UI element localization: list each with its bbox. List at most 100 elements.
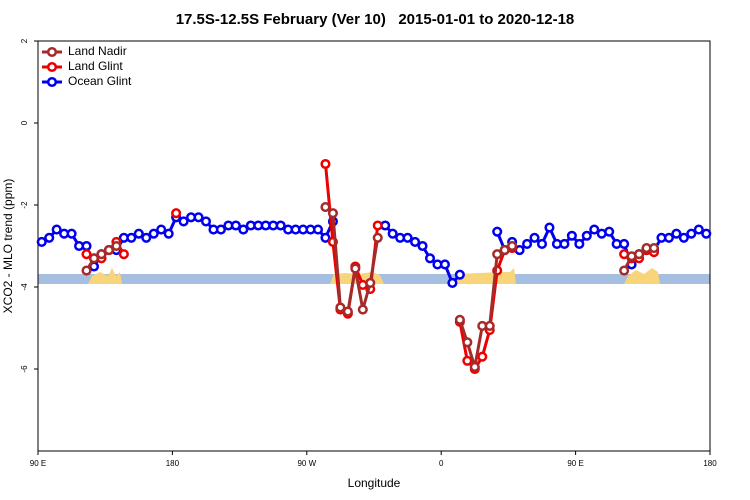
land-patch [88, 268, 122, 284]
y-tick-label: -2 [20, 201, 29, 209]
data-point [693, 224, 704, 235]
data-point [387, 228, 398, 239]
data-point [320, 202, 331, 213]
data-point [350, 263, 361, 274]
data-point [81, 265, 92, 276]
data-point [342, 306, 353, 317]
data-point [372, 232, 383, 243]
land-patch [624, 268, 660, 284]
data-point [417, 240, 428, 252]
data-point [522, 238, 533, 249]
legend-swatch-point [46, 61, 58, 73]
data-point [238, 224, 249, 235]
data-point [604, 226, 615, 237]
data-point [372, 220, 383, 231]
data-point [148, 228, 159, 239]
data-point [88, 253, 100, 264]
data-point [103, 245, 114, 256]
data-point [447, 277, 458, 288]
data-point [581, 230, 592, 241]
data-point [118, 249, 129, 260]
data-point [574, 238, 585, 249]
legend-label: Land Nadir [68, 44, 127, 58]
data-point [462, 355, 473, 366]
data-point [454, 314, 465, 325]
data-point [529, 232, 540, 243]
data-point [66, 228, 77, 239]
data-point [619, 238, 630, 249]
data-point [163, 228, 174, 239]
data-point [671, 228, 682, 239]
x-tick-label: 0 [439, 459, 444, 468]
legend-swatch-point [46, 76, 58, 88]
data-point [111, 240, 122, 252]
data-point [320, 158, 331, 170]
data-point [492, 249, 503, 260]
data-point [156, 224, 167, 235]
data-point [171, 208, 182, 219]
data-point [499, 245, 510, 256]
data-point [663, 232, 674, 243]
x-tick-label: 90 E [567, 459, 583, 468]
data-point [678, 232, 689, 243]
data-point [619, 265, 630, 276]
y-tick-label: 0 [20, 120, 29, 125]
data-point [424, 253, 436, 264]
data-point [36, 236, 47, 247]
data-point [469, 361, 480, 373]
data-point [634, 249, 645, 260]
data-point [81, 240, 92, 252]
data-point [335, 302, 346, 313]
plot-frame [37, 40, 711, 452]
legend-swatch-point [46, 46, 58, 58]
data-point [566, 230, 577, 241]
data-point [51, 224, 62, 235]
data-point [44, 232, 55, 243]
data-point [193, 212, 204, 223]
data-point [454, 269, 465, 280]
data-point [275, 220, 286, 231]
data-point [96, 249, 107, 260]
data-point [462, 337, 473, 348]
data-point [215, 224, 226, 235]
data-point [484, 320, 495, 332]
y-tick-label: -4 [20, 283, 29, 291]
data-point [492, 226, 503, 237]
data-point [536, 238, 548, 249]
data-point [320, 232, 331, 243]
y-tick-label: -6 [20, 365, 29, 373]
data-point [686, 228, 697, 239]
data-point [81, 249, 92, 260]
data-point [544, 222, 555, 233]
chart-title: 17.5S-12.5S February (Ver 10) 2015-01-01… [176, 11, 575, 28]
data-point [200, 216, 212, 227]
x-tick-label: 90 E [30, 459, 46, 468]
data-point [126, 232, 137, 243]
data-point [507, 240, 518, 252]
data-point [439, 259, 450, 270]
data-point [230, 220, 241, 231]
data-point [648, 243, 660, 254]
data-point [477, 351, 488, 362]
y-axis-title: XCO2 - MLO trend (ppm) [1, 179, 15, 314]
series-line [85, 163, 655, 371]
data-point [589, 224, 600, 235]
data-point [402, 232, 413, 243]
data-point [357, 304, 368, 315]
data-point [365, 277, 376, 288]
x-tick-label: 180 [166, 459, 180, 468]
y-tick-label: 2 [20, 38, 29, 43]
x-axis-title: Longitude [348, 476, 401, 490]
data-point [327, 208, 338, 219]
data-point [410, 236, 421, 247]
legend-label: Land Glint [68, 59, 123, 73]
land-patch [456, 268, 516, 284]
x-tick-label: 180 [703, 459, 717, 468]
x-tick-label: 90 W [297, 459, 316, 468]
legend-label: Ocean Glint [68, 74, 132, 88]
data-point [178, 216, 189, 227]
data-point [559, 238, 570, 249]
data-point [312, 224, 324, 235]
data-point [141, 232, 152, 243]
